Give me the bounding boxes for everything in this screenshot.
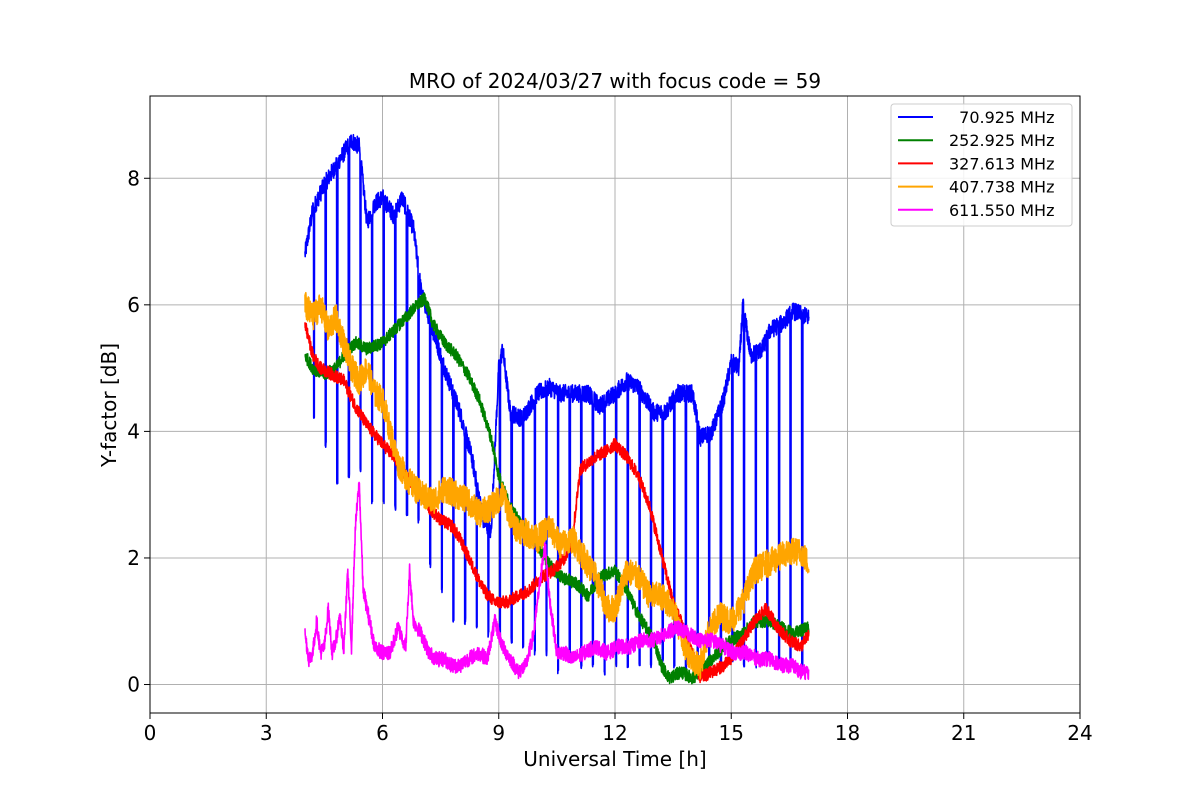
plot-series [304,133,810,685]
series-line [304,133,810,676]
legend: 70.925 MHz 252.925 MHz 327.613 MHz 407.738 … [890,103,1073,227]
legend-label: 407.738 MHz [949,178,1054,197]
chart-title: MRO of 2024/03/27 with focus code = 59 [409,69,821,93]
legend-label: 70.925 MHz [949,108,1054,127]
x-tick-label: 21 [951,721,976,745]
x-tick-label: 6 [376,721,389,745]
y-tick-label: 2 [127,546,140,570]
legend-label: 327.613 MHz [949,154,1054,173]
series-line [304,481,810,681]
x-tick-label: 15 [719,721,744,745]
series-line [304,322,810,684]
x-tick-label: 0 [144,721,157,745]
y-tick-label: 4 [127,419,140,443]
legend-label: 611.550 MHz [949,201,1054,220]
x-tick-label: 9 [492,721,505,745]
y-tick-label: 8 [127,166,140,190]
y-axis-title: Y-factor [dB] [97,343,121,468]
x-tick-label: 18 [835,721,860,745]
x-tick-label: 24 [1067,721,1092,745]
legend-label: 252.925 MHz [949,131,1054,150]
x-axis-title: Universal Time [h] [523,747,706,771]
y-tick-label: 6 [127,293,140,317]
y-tick-label: 0 [127,673,140,697]
x-tick-label: 12 [602,721,627,745]
x-tick-label: 3 [260,721,273,745]
series-line [304,291,810,680]
legend-box [890,103,1073,227]
legend-entries: 70.925 MHz 252.925 MHz 327.613 MHz 407.738 … [898,108,1054,220]
